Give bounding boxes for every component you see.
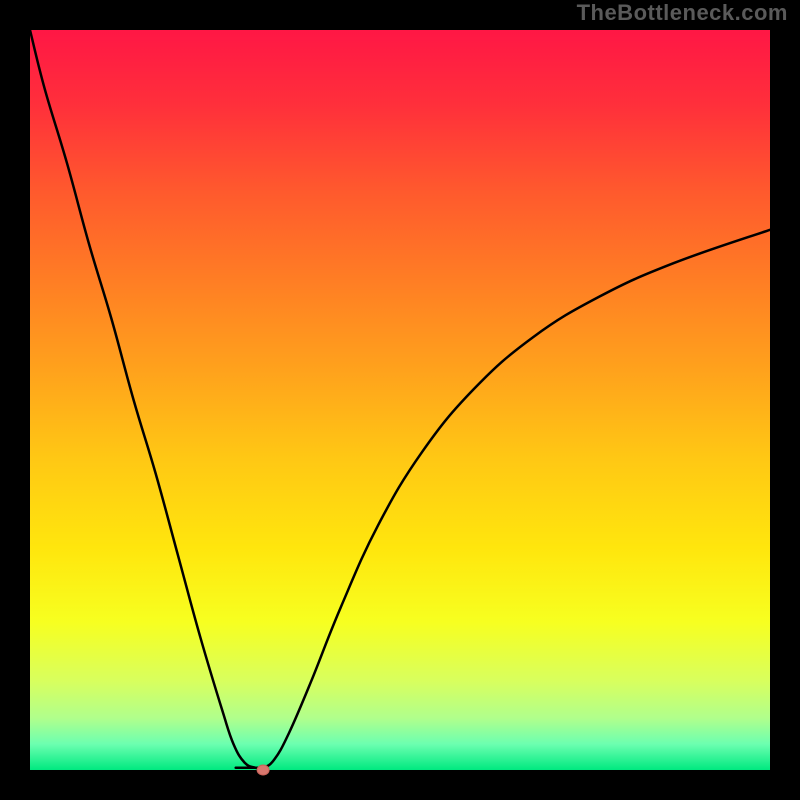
watermark-text: TheBottleneck.com [577, 0, 788, 26]
plot-background [30, 30, 770, 770]
chart-container: TheBottleneck.com [0, 0, 800, 800]
bottleneck-chart [0, 0, 800, 800]
optimal-point-marker [257, 765, 269, 775]
